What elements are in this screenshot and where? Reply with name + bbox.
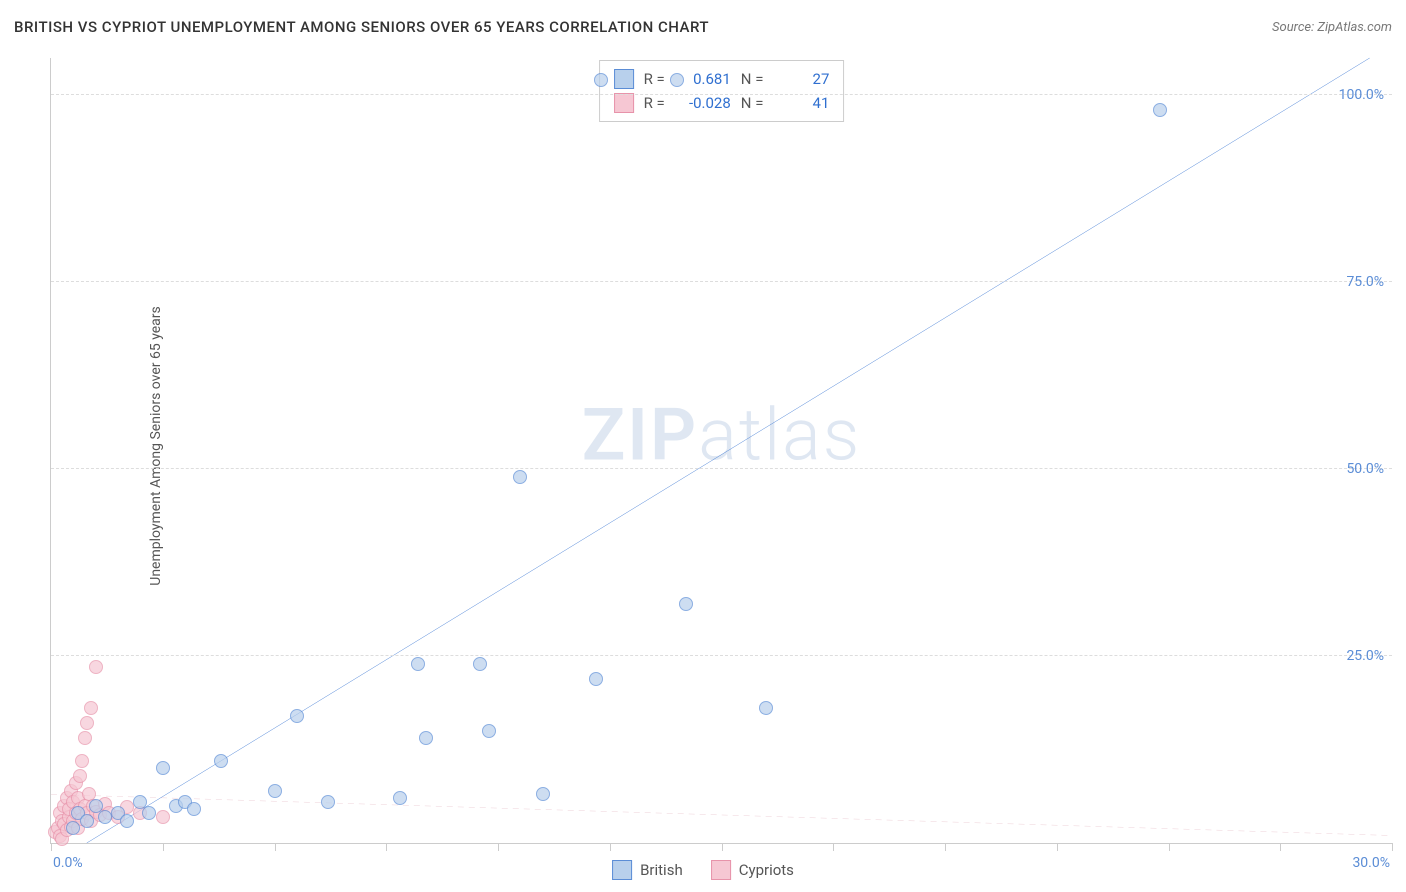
- legend-item-british: British: [612, 860, 683, 880]
- data-point-cypriots: [84, 701, 98, 715]
- data-point-british: [290, 709, 304, 723]
- legend-item-cypriots: Cypriots: [711, 860, 794, 880]
- data-point-british: [98, 810, 112, 824]
- data-point-cypriots: [80, 716, 94, 730]
- x-tick: [1392, 843, 1393, 851]
- data-point-british: [187, 802, 201, 816]
- data-point-british: [1153, 103, 1167, 117]
- x-tick: [386, 843, 387, 851]
- trendline-british: [87, 58, 1370, 843]
- y-tick-label: 25.0%: [1346, 648, 1384, 664]
- data-point-british: [66, 821, 80, 835]
- correlation-stats-box: R = 0.681 N = 27 R = -0.028 N = 41: [599, 60, 845, 122]
- gridline: [51, 655, 1392, 656]
- legend-swatch-cypriots: [711, 860, 731, 880]
- r-label-0: R =: [644, 70, 665, 88]
- x-tick-min: 0.0%: [53, 855, 83, 871]
- data-point-british: [142, 806, 156, 820]
- x-tick: [833, 843, 834, 851]
- x-tick: [945, 843, 946, 851]
- data-point-british: [321, 795, 335, 809]
- x-tick: [1057, 843, 1058, 851]
- n-value-1: 41: [773, 94, 829, 112]
- legend-label-british: British: [640, 861, 683, 879]
- gridline: [51, 281, 1392, 282]
- y-tick-label: 50.0%: [1346, 461, 1384, 477]
- data-point-british: [156, 761, 170, 775]
- x-tick: [163, 843, 164, 851]
- swatch-british: [614, 69, 634, 89]
- x-tick: [610, 843, 611, 851]
- legend: British Cypriots: [612, 860, 794, 880]
- data-point-cypriots: [78, 731, 92, 745]
- data-point-cypriots: [89, 660, 103, 674]
- n-label-1: N =: [741, 94, 764, 112]
- x-tick: [1280, 843, 1281, 851]
- r-label-1: R =: [644, 94, 665, 112]
- data-point-cypriots: [75, 754, 89, 768]
- n-label-0: N =: [741, 70, 764, 88]
- x-tick: [722, 843, 723, 851]
- trendline-cypriots: [51, 794, 1392, 835]
- x-tick: [498, 843, 499, 851]
- chart-title: BRITISH VS CYPRIOT UNEMPLOYMENT AMONG SE…: [14, 18, 709, 36]
- y-tick-label: 100.0%: [1339, 87, 1384, 103]
- data-point-british: [473, 657, 487, 671]
- data-point-british: [670, 73, 684, 87]
- source-label: Source: ZipAtlas.com: [1272, 20, 1392, 35]
- swatch-cypriots: [614, 93, 634, 113]
- data-point-british: [513, 470, 527, 484]
- data-point-british: [589, 672, 603, 686]
- data-point-british: [759, 701, 773, 715]
- data-point-british: [80, 814, 94, 828]
- data-point-british: [679, 597, 693, 611]
- n-value-0: 27: [773, 70, 829, 88]
- y-tick-label: 75.0%: [1346, 274, 1384, 290]
- data-point-cypriots: [156, 810, 170, 824]
- data-point-cypriots: [73, 769, 87, 783]
- data-point-british: [393, 791, 407, 805]
- x-tick-max: 30.0%: [1352, 855, 1390, 871]
- r-value-1: -0.028: [675, 94, 731, 112]
- x-tick: [275, 843, 276, 851]
- data-point-british: [536, 787, 550, 801]
- data-point-british: [419, 731, 433, 745]
- stats-row-british: R = 0.681 N = 27: [614, 67, 830, 91]
- legend-label-cypriots: Cypriots: [739, 861, 794, 879]
- trend-lines-layer: [51, 58, 1392, 843]
- x-tick: [1169, 843, 1170, 851]
- x-tick: [51, 843, 52, 851]
- data-point-british: [411, 657, 425, 671]
- data-point-british: [594, 73, 608, 87]
- data-point-british: [214, 754, 228, 768]
- legend-swatch-british: [612, 860, 632, 880]
- chart-plot-area: ZIPatlas R = 0.681 N = 27 R = -0.028 N =…: [50, 58, 1392, 844]
- gridline: [51, 468, 1392, 469]
- gridline: [51, 94, 1392, 95]
- data-point-british: [482, 724, 496, 738]
- data-point-british: [120, 814, 134, 828]
- data-point-british: [268, 784, 282, 798]
